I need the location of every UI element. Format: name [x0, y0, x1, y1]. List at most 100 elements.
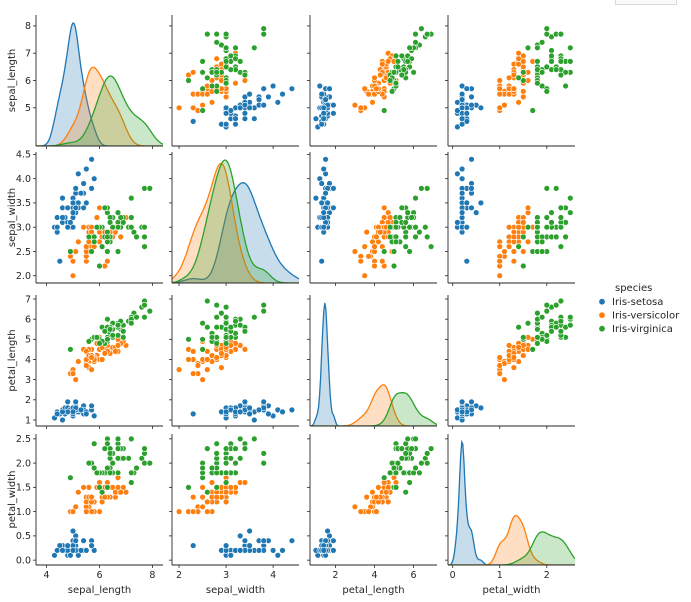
point-iris-setosa	[222, 110, 230, 117]
point-iris-setosa	[51, 552, 58, 559]
y-axis-label-sepal_length: sepal_length	[7, 49, 18, 113]
kde-fill-iris-versicolor	[36, 67, 163, 146]
point-iris-setosa	[458, 165, 466, 173]
point-iris-virginica	[141, 224, 148, 231]
point-iris-setosa	[72, 537, 79, 544]
point-iris-virginica	[400, 66, 407, 73]
point-iris-virginica	[520, 69, 527, 76]
point-iris-versicolor	[371, 74, 378, 82]
point-iris-setosa	[318, 120, 325, 128]
point-iris-setosa	[477, 404, 485, 412]
point-iris-virginica	[534, 224, 541, 231]
point-iris-virginica	[93, 224, 101, 231]
point-iris-virginica	[557, 318, 565, 325]
point-iris-virginica	[538, 82, 546, 90]
point-iris-versicolor	[88, 366, 95, 373]
legend-label-iris-virginica: Iris-virginica	[612, 324, 673, 335]
point-iris-setosa	[322, 190, 329, 197]
point-iris-versicolor	[83, 508, 90, 515]
point-iris-virginica	[128, 214, 135, 221]
point-iris-virginica	[392, 469, 400, 476]
y-tick-label: 6	[25, 314, 31, 325]
point-iris-setosa	[320, 224, 327, 231]
point-iris-virginica	[106, 469, 114, 476]
point-iris-virginica	[412, 464, 419, 472]
point-iris-versicolor	[496, 77, 503, 84]
point-iris-setosa	[67, 219, 74, 226]
point-iris-setosa	[88, 156, 95, 163]
point-iris-setosa	[246, 404, 253, 412]
point-iris-setosa	[90, 175, 98, 182]
point-iris-virginica	[543, 63, 550, 71]
y-tick-label: 2.5	[16, 247, 31, 258]
point-iris-virginica	[199, 58, 206, 65]
point-iris-virginica	[101, 445, 109, 452]
kde-line-iris-virginica	[36, 75, 163, 146]
point-iris-versicolor	[208, 479, 216, 486]
point-iris-versicolor	[496, 85, 503, 92]
point-iris-setosa	[64, 224, 71, 231]
y-tick-label: 2.0	[16, 458, 31, 469]
kde-line-iris-versicolor	[172, 162, 299, 283]
point-iris-virginica	[109, 459, 116, 467]
point-iris-setosa	[330, 537, 337, 544]
point-iris-versicolor	[117, 489, 124, 496]
kde-fill-iris-virginica	[172, 160, 299, 283]
point-iris-virginica	[251, 435, 258, 443]
point-iris-virginica	[548, 52, 555, 60]
point-iris-virginica	[227, 52, 235, 60]
panel-petal_length-vs-petal_width	[445, 295, 575, 429]
point-iris-versicolor	[385, 58, 392, 65]
point-iris-virginica	[222, 445, 230, 452]
point-iris-virginica	[392, 79, 400, 87]
point-iris-virginica	[141, 185, 148, 192]
y-axis-label-petal_length: petal_length	[7, 329, 18, 391]
point-iris-versicolor	[80, 484, 87, 491]
point-iris-virginica	[141, 314, 148, 321]
point-iris-setosa	[458, 209, 466, 216]
point-iris-virginica	[96, 262, 103, 270]
point-iris-virginica	[392, 52, 400, 60]
point-iris-virginica	[538, 69, 546, 76]
point-iris-setosa	[279, 408, 286, 416]
point-iris-virginica	[185, 77, 192, 84]
point-iris-setosa	[255, 547, 263, 554]
x-tick-label: 8	[149, 570, 155, 581]
point-iris-versicolor	[98, 498, 106, 506]
point-iris-versicolor	[361, 243, 368, 250]
point-iris-versicolor	[371, 243, 378, 250]
point-iris-setosa	[246, 542, 253, 549]
point-iris-virginica	[133, 464, 140, 472]
output-scroll-handle[interactable]	[615, 0, 677, 5]
point-iris-virginica	[552, 185, 560, 192]
point-iris-setosa	[274, 99, 281, 106]
point-iris-virginica	[408, 214, 415, 221]
point-iris-versicolor	[496, 370, 503, 377]
point-iris-setosa	[463, 118, 470, 125]
point-iris-virginica	[232, 55, 239, 62]
point-iris-versicolor	[190, 493, 197, 501]
x-tick-label: 4	[371, 570, 377, 581]
point-iris-setosa	[90, 547, 98, 554]
point-iris-virginica	[562, 233, 569, 241]
point-iris-virginica	[222, 320, 230, 327]
point-iris-versicolor	[114, 484, 122, 491]
point-iris-setosa	[83, 410, 90, 418]
point-iris-virginica	[106, 326, 114, 333]
point-iris-virginica	[412, 435, 419, 443]
point-iris-virginica	[557, 71, 565, 79]
point-iris-versicolor	[204, 498, 211, 506]
point-iris-virginica	[208, 82, 216, 90]
point-iris-setosa	[72, 204, 79, 212]
point-iris-virginica	[538, 314, 546, 321]
point-iris-setosa	[468, 93, 475, 101]
point-iris-virginica	[529, 107, 536, 114]
point-iris-virginica	[410, 69, 417, 76]
point-iris-virginica	[529, 346, 536, 353]
point-iris-setosa	[227, 552, 235, 559]
point-iris-virginica	[534, 340, 541, 347]
panel-sepal_width-vs-petal_width	[445, 152, 575, 286]
point-iris-setosa	[237, 104, 244, 112]
point-iris-versicolor	[98, 356, 106, 363]
point-iris-virginica	[557, 297, 565, 305]
